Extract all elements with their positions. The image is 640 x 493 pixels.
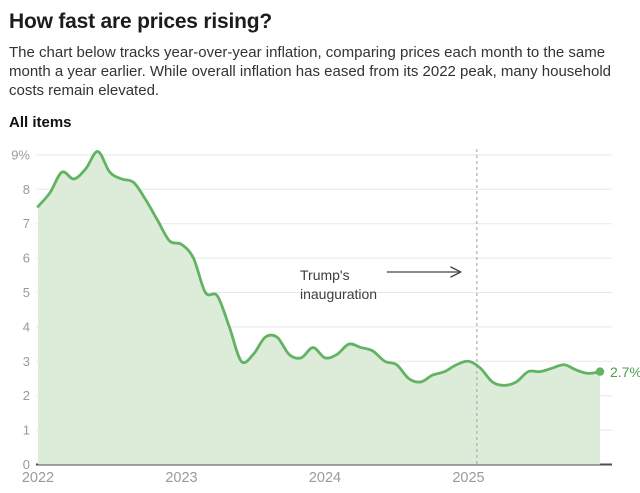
y-axis-tick-label: 1 bbox=[23, 423, 30, 438]
inflation-area-chart: 9% 8 7 6 5 4 3 2 1 0 2022 2023 2024 2025 Trump's inau… bbox=[0, 140, 640, 493]
y-axis-tick-label: 0 bbox=[23, 457, 30, 472]
x-axis-tick-label: 2025 bbox=[452, 470, 484, 486]
x-axis-tick-label: 2022 bbox=[22, 470, 54, 486]
y-axis-tick-label: 8 bbox=[23, 182, 30, 197]
area-fill bbox=[38, 151, 600, 465]
x-axis-tick-label: 2023 bbox=[165, 470, 197, 486]
inauguration-annotation: Trump's inauguration bbox=[300, 266, 377, 303]
latest-value-label: 2.7% bbox=[610, 363, 640, 380]
y-axis-tick-label: 9% bbox=[11, 147, 30, 162]
article-header: How fast are prices rising? The chart be… bbox=[0, 0, 640, 131]
y-axis-tick-label: 2 bbox=[23, 388, 30, 403]
annotation-line-2: inauguration bbox=[300, 285, 378, 302]
y-axis-tick-label: 3 bbox=[23, 354, 30, 369]
inflation-line bbox=[36, 150, 602, 387]
y-axis-tick-label: 5 bbox=[23, 285, 30, 300]
chart-title: All items bbox=[9, 114, 72, 131]
y-axis-tick-label: 4 bbox=[23, 319, 30, 334]
page-title: How fast are prices rising? bbox=[9, 10, 273, 33]
annotation-arrow-head bbox=[450, 266, 462, 278]
y-axis-tick-label: 7 bbox=[23, 216, 30, 231]
chart-description: The chart below tracks year-over-year in… bbox=[9, 44, 611, 99]
x-axis-tick-label: 2024 bbox=[309, 470, 341, 486]
latest-value-dot bbox=[595, 367, 605, 376]
annotation-line-1: Trump's bbox=[300, 267, 350, 283]
y-axis-tick-label: 6 bbox=[23, 251, 30, 266]
